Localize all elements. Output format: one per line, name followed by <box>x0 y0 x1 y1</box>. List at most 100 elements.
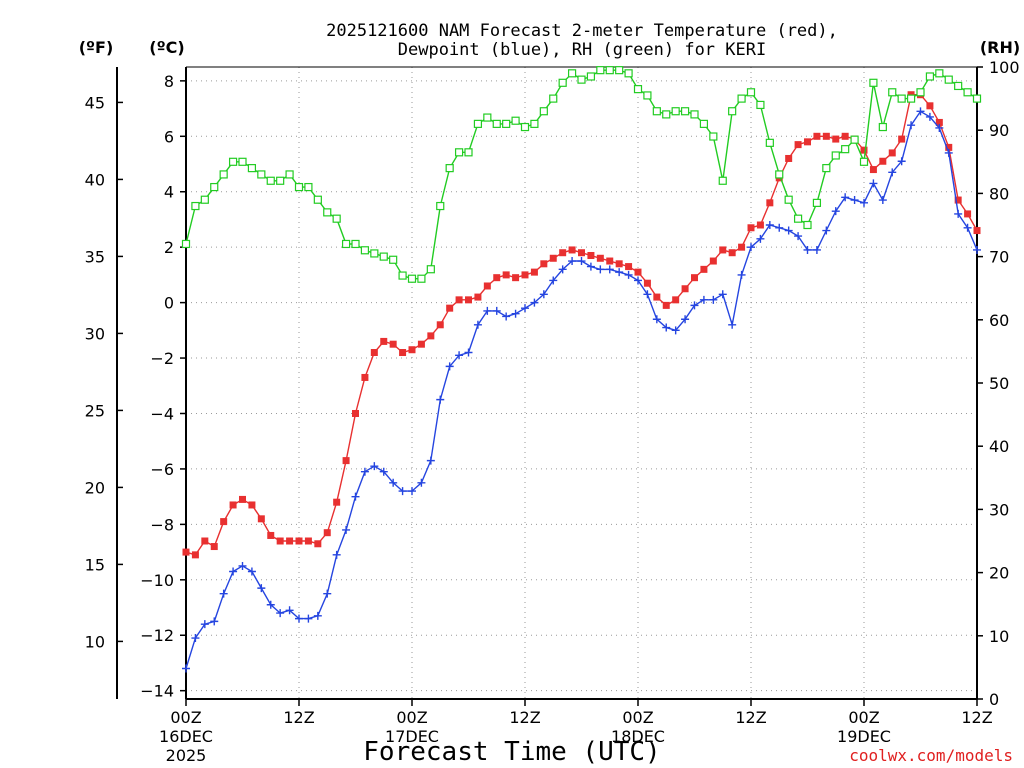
data-point <box>916 107 925 116</box>
data-point <box>662 110 671 119</box>
data-point <box>709 132 718 141</box>
data-point <box>314 540 322 548</box>
data-point <box>615 268 624 277</box>
data-point <box>426 456 435 465</box>
data-point <box>558 78 567 87</box>
data-point <box>680 107 690 116</box>
data-point <box>709 257 717 265</box>
celsius-tick-label: −4 <box>150 404 174 423</box>
data-point <box>652 315 661 324</box>
data-point <box>709 295 718 304</box>
data-point <box>191 201 200 211</box>
data-point <box>944 148 953 157</box>
data-point <box>473 119 483 128</box>
data-point <box>323 589 332 598</box>
data-point <box>633 85 643 94</box>
data-point <box>342 457 350 465</box>
rh-unit-label: (RH) <box>980 38 1020 57</box>
data-point <box>888 168 897 177</box>
fahrenheit-unit-label: (ºF) <box>79 38 114 57</box>
data-point <box>935 118 943 126</box>
data-point <box>869 166 877 174</box>
rh-tick-label: 60 <box>989 311 1009 330</box>
data-point <box>964 210 972 218</box>
data-point <box>577 257 586 266</box>
data-point <box>860 146 868 154</box>
celsius-tick-label: −14 <box>140 682 174 701</box>
data-point <box>784 226 793 235</box>
data-point <box>756 234 765 243</box>
data-point <box>578 249 585 257</box>
time-tick-label: 12Z <box>961 708 992 727</box>
rh-tick-label: 80 <box>989 184 1009 203</box>
data-point <box>379 467 388 476</box>
data-point <box>379 252 388 261</box>
data-point <box>247 164 257 173</box>
data-point <box>700 265 708 273</box>
data-point <box>728 107 737 116</box>
data-point <box>266 600 275 609</box>
rh-tick-label: 100 <box>989 58 1020 77</box>
data-point <box>925 112 934 121</box>
data-point <box>483 113 492 122</box>
data-point <box>624 270 633 279</box>
data-point <box>662 301 670 309</box>
data-point <box>558 265 567 274</box>
data-point <box>625 263 633 271</box>
data-point <box>520 122 530 132</box>
data-point <box>954 196 962 204</box>
data-point <box>793 214 803 223</box>
time-tick-date: 18DEC <box>611 727 665 746</box>
fahrenheit-tick-label: 10 <box>85 632 105 651</box>
data-point <box>888 88 897 97</box>
data-point <box>634 268 642 276</box>
data-point <box>812 245 821 254</box>
data-point <box>963 88 972 97</box>
chart-axes <box>116 66 978 700</box>
data-point <box>266 176 275 185</box>
data-point <box>267 531 275 539</box>
data-point <box>878 196 887 205</box>
data-point <box>389 340 397 348</box>
data-point <box>445 362 454 371</box>
credit-text: coolwx.com/models <box>849 746 1013 765</box>
time-tick-date: 16DEC <box>159 727 213 746</box>
data-point <box>831 207 840 216</box>
time-tick-year: 2025 <box>166 746 207 765</box>
data-point <box>455 296 463 304</box>
data-point <box>465 296 472 304</box>
data-point <box>785 154 793 162</box>
data-point <box>841 145 850 154</box>
data-point <box>407 274 417 283</box>
data-point <box>916 88 925 97</box>
data-point <box>963 223 972 232</box>
fahrenheit-tick-label: 20 <box>85 478 105 497</box>
data-point <box>210 543 218 551</box>
data-point <box>332 214 341 223</box>
data-point <box>238 157 247 166</box>
data-point <box>295 537 303 545</box>
time-tick-label: 00Z <box>622 708 653 727</box>
data-point <box>549 254 557 262</box>
data-point <box>859 157 869 166</box>
data-point <box>925 72 935 81</box>
data-point <box>888 149 896 157</box>
data-point <box>878 122 887 132</box>
data-point <box>926 102 934 110</box>
data-point <box>662 323 671 332</box>
data-point <box>775 223 784 232</box>
data-point <box>361 373 369 381</box>
grid-lines <box>186 67 977 699</box>
data-point <box>351 492 360 501</box>
celsius-tick-label: −8 <box>150 515 174 534</box>
data-point <box>718 290 727 299</box>
data-point <box>446 304 454 312</box>
data-point <box>906 94 916 103</box>
data-point <box>897 94 906 103</box>
fahrenheit-tick-label: 25 <box>85 401 105 420</box>
data-point <box>944 75 953 84</box>
data-point <box>502 119 511 128</box>
data-point <box>954 209 963 218</box>
